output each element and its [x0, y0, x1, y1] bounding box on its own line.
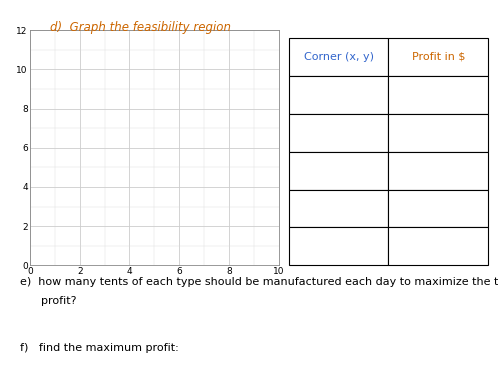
Text: profit?: profit? [20, 296, 76, 306]
Text: f)   find the maximum profit:: f) find the maximum profit: [20, 343, 179, 353]
Text: d)  Graph the feasibility region: d) Graph the feasibility region [50, 21, 231, 34]
Text: e)  how many tents of each type should be manufactured each day to maximize the : e) how many tents of each type should be… [20, 277, 498, 287]
